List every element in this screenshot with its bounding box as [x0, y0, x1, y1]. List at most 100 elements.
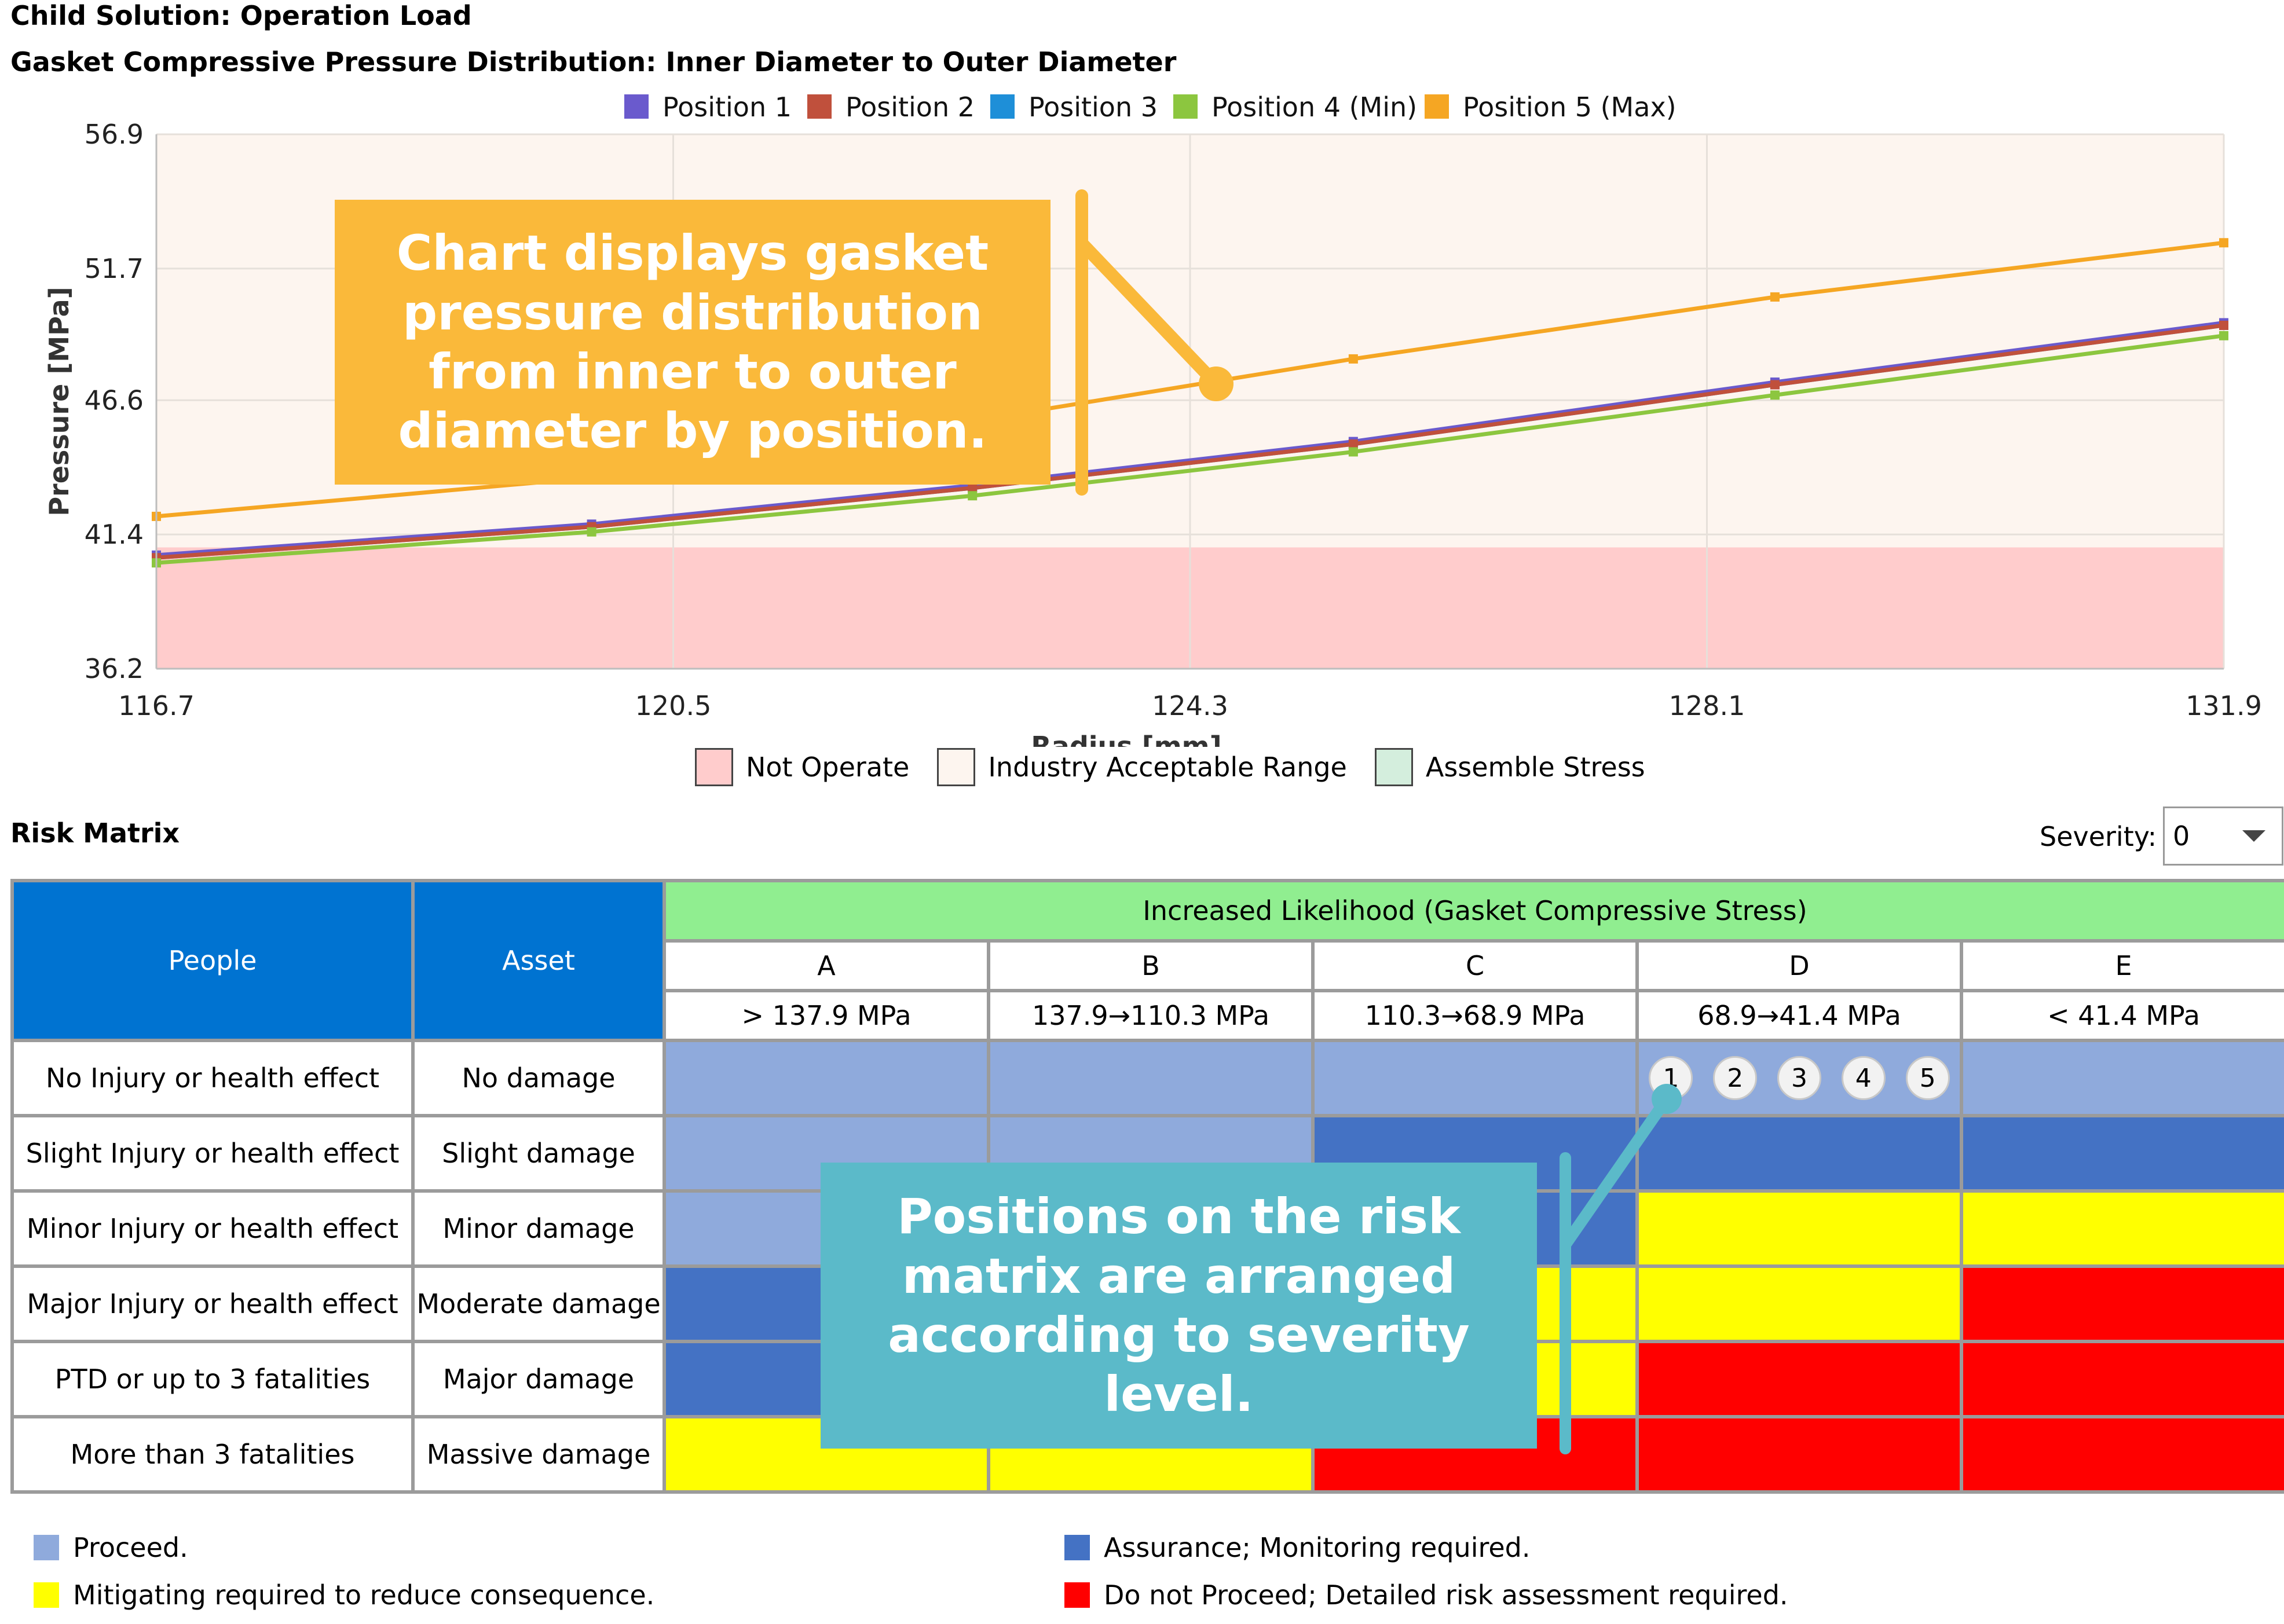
x-tick-label: 128.1 [1669, 690, 1745, 721]
column-range: 68.9→41.4 MPa [1635, 989, 1963, 1042]
risk-cell[interactable] [1635, 1415, 1963, 1494]
legend-do-not-proceed-label: Do not Proceed; Detailed risk assessment… [1104, 1579, 1788, 1611]
risk-cell[interactable] [1959, 1415, 2284, 1494]
chart-callout: Chart displays gasket pressure distribut… [335, 200, 1051, 485]
legend-swatch-position-5 [1425, 94, 1449, 119]
asset-header: Asset [411, 879, 666, 1042]
legend-do-not-proceed: Do not Proceed; Detailed risk assessment… [1064, 1579, 1788, 1611]
y-tick-label: 51.7 [85, 253, 144, 284]
risk-cell[interactable] [1635, 1340, 1963, 1418]
data-point [968, 483, 978, 493]
page-title: Child Solution: Operation Load [10, 0, 472, 31]
legend-swatch-position-2 [807, 94, 832, 119]
column-letter: D [1635, 939, 1963, 992]
y-tick-label: 41.4 [85, 519, 144, 550]
legend-proceed-label: Proceed. [73, 1532, 188, 1563]
data-point [2219, 331, 2228, 340]
mitigating-swatch [34, 1582, 59, 1608]
people-cell: Slight Injury or health effect [10, 1114, 415, 1193]
data-point [2219, 320, 2228, 330]
column-letter: C [1311, 939, 1639, 992]
likelihood-header: Increased Likelihood (Gasket Compressive… [662, 879, 2284, 943]
risk-matrix-title: Risk Matrix [10, 818, 180, 849]
risk-cell[interactable] [662, 1039, 990, 1117]
risk-cell[interactable] [987, 1039, 1315, 1117]
risk-cell[interactable] [1635, 1189, 1963, 1268]
y-tick-label: 36.2 [85, 653, 144, 684]
not-operate-swatch [695, 748, 733, 786]
column-range: 137.9→110.3 MPa [987, 989, 1315, 1042]
position-marker[interactable]: 5 [1905, 1056, 1950, 1100]
x-tick-label: 116.7 [118, 690, 195, 721]
legend-swatch-position-1 [624, 94, 649, 119]
severity-select[interactable]: 0 [2163, 806, 2283, 866]
legend-proceed: Proceed. [34, 1532, 188, 1563]
risk-cell[interactable] [1311, 1039, 1639, 1117]
severity-label: Severity: [2040, 821, 2157, 852]
chevron-down-icon[interactable] [2242, 830, 2265, 842]
not-operate-label: Not Operate [746, 751, 910, 783]
people-cell: Major Injury or health effect [10, 1264, 415, 1343]
legend-label-position-2: Position 2 [845, 91, 975, 123]
position-marker[interactable]: 2 [1713, 1056, 1758, 1100]
column-letter: A [662, 939, 990, 992]
column-range: 110.3→68.9 MPa [1311, 989, 1639, 1042]
callout-pointer-line [1075, 237, 1222, 390]
data-point [1348, 439, 1358, 449]
chart-title: Gasket Compressive Pressure Distribution… [10, 46, 1177, 78]
asset-cell: Massive damage [411, 1415, 666, 1494]
series-line-position-2 [156, 323, 2224, 560]
asset-cell: Moderate damage [411, 1264, 666, 1343]
y-axis-label: Pressure [MPa] [43, 287, 75, 516]
x-tick-label: 131.9 [2186, 690, 2262, 721]
legend-assurance-label: Assurance; Monitoring required. [1104, 1532, 1531, 1563]
risk-cell[interactable] [662, 1415, 990, 1494]
data-point [1770, 390, 1780, 400]
legend-mitigating-label: Mitigating required to reduce consequenc… [73, 1579, 655, 1611]
risk-matrix-table: People Asset Increased Likelihood (Gaske… [10, 879, 2284, 1494]
assemble-swatch [1374, 748, 1413, 786]
x-tick-label: 124.3 [1152, 690, 1228, 721]
table-row: No Injury or health effect No damage 1 2… [10, 1039, 2284, 1117]
risk-cell[interactable] [1959, 1039, 2284, 1117]
legend-label-position-5: Position 5 (Max) [1463, 91, 1677, 123]
legend-mitigating: Mitigating required to reduce consequenc… [34, 1579, 654, 1611]
x-tick-label: 120.5 [635, 690, 712, 721]
x-axis-label: Radius [mm] [1031, 731, 1221, 747]
series-line-position-1 [156, 321, 2224, 558]
risk-cell[interactable] [1635, 1264, 1963, 1343]
position-marker[interactable]: 3 [1777, 1056, 1821, 1100]
assemble-label: Assemble Stress [1425, 751, 1645, 783]
asset-cell: Slight damage [411, 1114, 666, 1193]
risk-cell[interactable] [1959, 1340, 2284, 1418]
legend-label-position-1: Position 1 [662, 91, 792, 123]
legend-label-position-4: Position 4 (Min) [1211, 91, 1417, 123]
people-cell: No Injury or health effect [10, 1039, 415, 1117]
people-cell: More than 3 fatalities [10, 1415, 415, 1494]
data-point [1348, 447, 1358, 457]
legend-swatch-position-3 [990, 94, 1015, 119]
risk-cell[interactable] [1635, 1114, 1963, 1193]
table-row: More than 3 fatalities Massive damage [10, 1415, 2284, 1494]
column-range: < 41.4 MPa [1959, 989, 2284, 1042]
position-marker[interactable]: 4 [1841, 1056, 1886, 1100]
asset-cell: Minor damage [411, 1189, 666, 1268]
people-header: People [10, 879, 415, 1042]
risk-cell[interactable] [1959, 1264, 2284, 1343]
data-point [1348, 354, 1358, 364]
column-range: > 137.9 MPa [662, 989, 990, 1042]
legend-swatch-position-4 [1173, 94, 1198, 119]
data-point [1770, 380, 1780, 390]
data-point [1770, 292, 1780, 302]
risk-cell[interactable] [1959, 1114, 2284, 1193]
assurance-swatch [1064, 1535, 1090, 1560]
proceed-swatch [34, 1535, 59, 1560]
y-tick-label: 56.9 [85, 119, 144, 150]
severity-value: 0 [2173, 820, 2190, 852]
data-point [587, 527, 596, 537]
risk-cell[interactable] [1959, 1189, 2284, 1268]
asset-cell: No damage [411, 1039, 666, 1117]
column-letter: E [1959, 939, 2284, 992]
callout-pointer-dot [1199, 366, 1233, 401]
